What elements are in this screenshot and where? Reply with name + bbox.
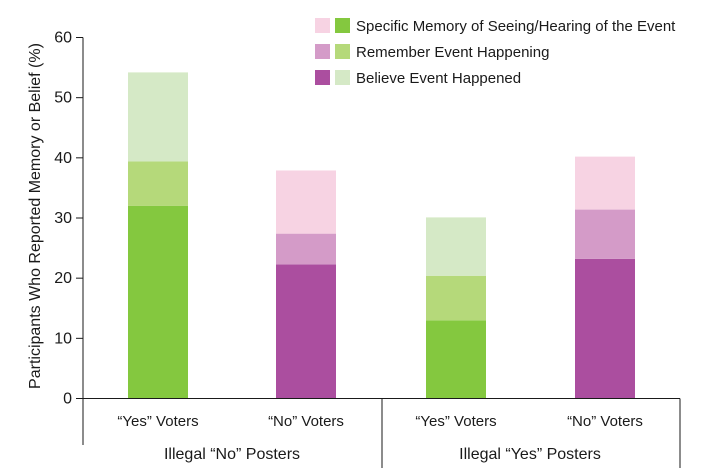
y-tick-label-0: 0 bbox=[63, 391, 72, 408]
bar-2-segment-2 bbox=[276, 233, 336, 265]
legend-swatch-1-2 bbox=[335, 18, 350, 33]
y-axis-label: Participants Who Reported Memory or Beli… bbox=[27, 43, 44, 389]
x-category-label-3: “Yes” Voters bbox=[415, 413, 496, 430]
bar-3-segment-2 bbox=[426, 275, 486, 321]
bar-1-segment-1 bbox=[128, 205, 188, 399]
y-tick-label-10: 10 bbox=[54, 330, 72, 347]
legend-swatch-3-2 bbox=[335, 70, 350, 85]
y-tick-label-60: 60 bbox=[54, 30, 72, 47]
bar-1-segment-3 bbox=[128, 72, 188, 162]
x-group-label-2: Illegal “Yes” Posters bbox=[459, 446, 601, 463]
bar-4-segment-3 bbox=[575, 156, 635, 210]
y-tick-label-40: 40 bbox=[54, 150, 72, 167]
legend-label-2: Remember Event Happening bbox=[356, 44, 549, 61]
x-category-label-4: “No” Voters bbox=[567, 413, 643, 430]
axes-layer: 0 10 20 30 40 50 60 “Yes” Voters “No” Voters “Yes… bbox=[54, 30, 681, 468]
legend-swatch-2-2 bbox=[335, 44, 350, 59]
legend-label-1: Specific Memory of Seeing/Hearing of the… bbox=[356, 18, 676, 35]
bar-3-segment-1 bbox=[426, 320, 486, 399]
bars-layer bbox=[128, 72, 635, 399]
bar-3-segment-3 bbox=[426, 217, 486, 276]
y-tick-label-20: 20 bbox=[54, 270, 72, 287]
legend: Specific Memory of Seeing/Hearing of the… bbox=[315, 18, 676, 87]
bar-2-segment-3 bbox=[276, 170, 336, 234]
bar-1-segment-2 bbox=[128, 161, 188, 206]
x-category-label-2: “No” Voters bbox=[268, 413, 344, 430]
legend-swatch-2-1 bbox=[315, 44, 330, 59]
legend-swatch-1-1 bbox=[315, 18, 330, 33]
bar-2-segment-1 bbox=[276, 264, 336, 399]
x-category-label-1: “Yes” Voters bbox=[117, 413, 198, 430]
y-tick-label-30: 30 bbox=[54, 210, 72, 227]
y-tick-label-50: 50 bbox=[54, 90, 72, 107]
bar-4-segment-1 bbox=[575, 258, 635, 399]
legend-label-3: Believe Event Happened bbox=[356, 70, 521, 87]
legend-swatch-3-1 bbox=[315, 70, 330, 85]
x-group-label-1: Illegal “No” Posters bbox=[164, 446, 300, 463]
bar-4-segment-2 bbox=[575, 209, 635, 259]
